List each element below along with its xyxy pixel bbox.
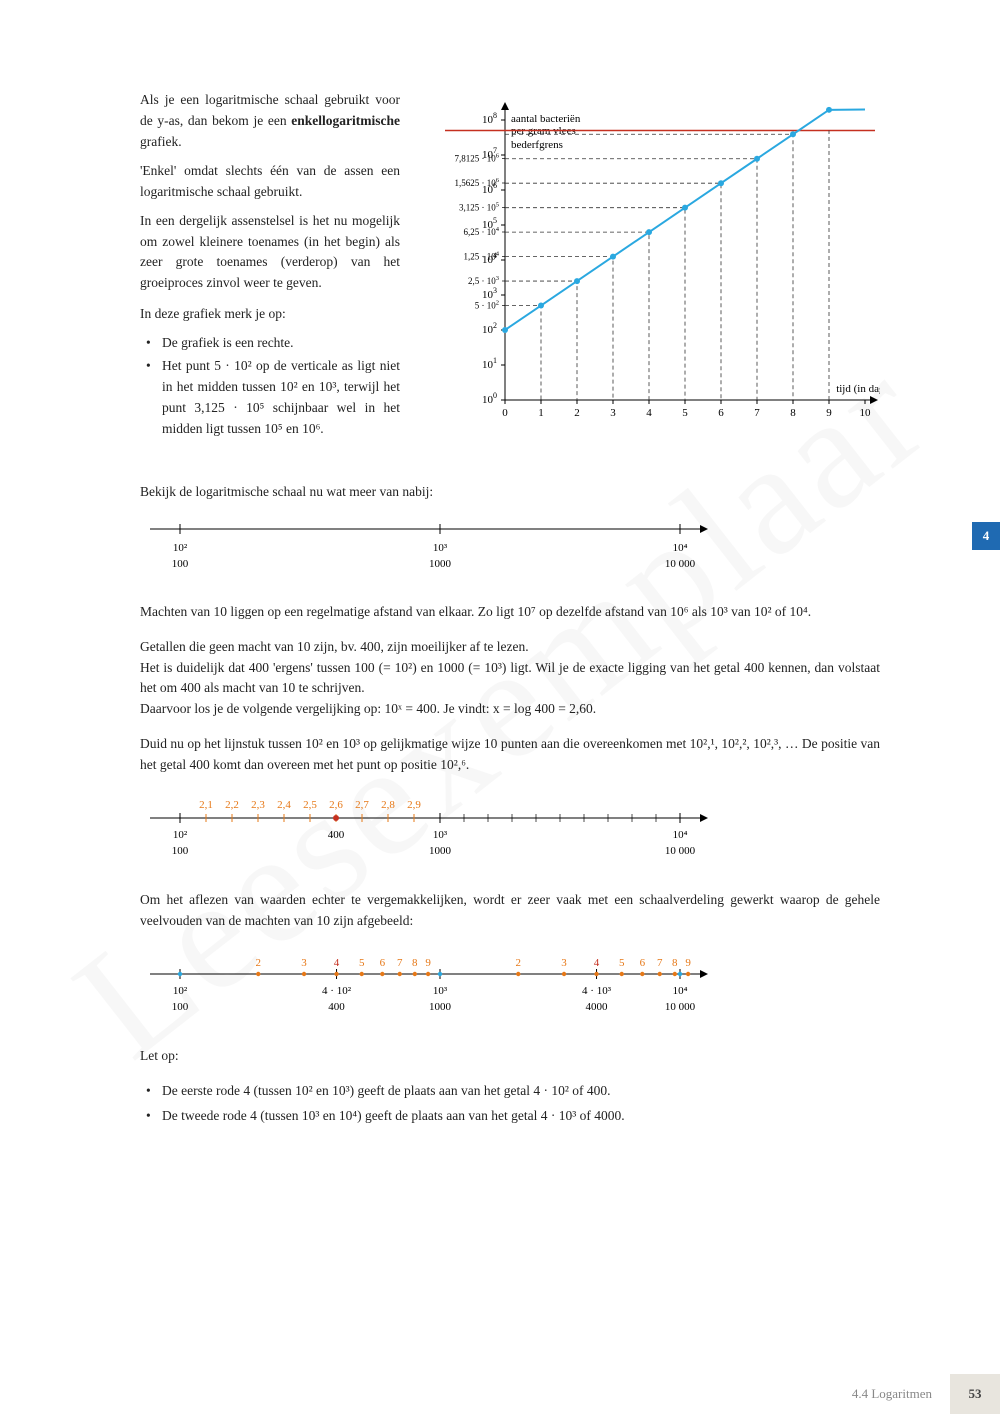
- svg-text:4: 4: [594, 957, 600, 969]
- svg-text:5 · 102: 5 · 102: [475, 300, 499, 311]
- svg-text:100: 100: [172, 1001, 189, 1013]
- intro-p2: 'Enkel' omdat slechts één van de assen e…: [140, 161, 400, 203]
- svg-text:6: 6: [640, 957, 646, 969]
- svg-text:6: 6: [718, 407, 724, 419]
- svg-text:3,125 · 105: 3,125 · 105: [459, 202, 499, 213]
- svg-text:108: 108: [482, 111, 497, 126]
- svg-text:1000: 1000: [429, 845, 452, 857]
- svg-text:7: 7: [657, 957, 663, 969]
- svg-text:5: 5: [359, 957, 365, 969]
- svg-text:2,4: 2,4: [277, 799, 291, 811]
- svg-text:10: 10: [860, 407, 872, 419]
- svg-text:8: 8: [672, 957, 678, 969]
- svg-text:4 · 10²: 4 · 10²: [322, 985, 352, 997]
- intro-p1b: enkellogaritmische: [291, 113, 400, 128]
- intro-text: Als je een logaritmische schaal gebruikt…: [140, 90, 400, 442]
- svg-text:9: 9: [685, 957, 691, 969]
- svg-text:100: 100: [172, 558, 189, 570]
- svg-text:10⁴: 10⁴: [673, 542, 688, 554]
- svg-text:10 000: 10 000: [665, 845, 696, 857]
- svg-text:100: 100: [482, 391, 497, 406]
- obs-title: In deze grafiek merk je op:: [140, 304, 400, 325]
- svg-text:10 000: 10 000: [665, 558, 696, 570]
- svg-text:102: 102: [482, 321, 497, 336]
- svg-text:7: 7: [754, 407, 760, 419]
- section1-intro: Bekijk de logaritmische schaal nu wat me…: [140, 482, 880, 503]
- svg-text:2,1: 2,1: [199, 799, 213, 811]
- svg-text:1000: 1000: [429, 558, 452, 570]
- chapter-tab: 4: [972, 522, 1000, 550]
- svg-text:7,8125 · 106: 7,8125 · 106: [455, 153, 500, 164]
- scale1: 10² 100 10³ 1000 10⁴ 10 000: [140, 517, 880, 584]
- obs-b1: De grafiek is een rechte.: [140, 333, 400, 354]
- svg-text:2,2: 2,2: [225, 799, 239, 811]
- svg-text:1: 1: [538, 407, 544, 419]
- svg-text:400: 400: [328, 1001, 345, 1013]
- para5: Om het aflezen van waarden echter te ver…: [140, 890, 880, 932]
- svg-text:400: 400: [328, 829, 345, 841]
- svg-text:5: 5: [682, 407, 688, 419]
- svg-text:2,3: 2,3: [251, 799, 265, 811]
- letop-b1: De eerste rode 4 (tussen 10² en 10³) gee…: [140, 1081, 880, 1102]
- intro-p3: In een dergelijk assenstelsel is het nu …: [140, 211, 400, 295]
- svg-text:101: 101: [482, 356, 497, 371]
- letop-title: Let op:: [140, 1046, 880, 1067]
- footer-section: 4.4 Logaritmen: [852, 1384, 950, 1404]
- svg-text:2,8: 2,8: [381, 799, 395, 811]
- svg-text:10³: 10³: [433, 542, 448, 554]
- para4: Duid nu op het lijnstuk tussen 10² en 10…: [140, 734, 880, 776]
- svg-text:3: 3: [610, 407, 616, 419]
- svg-text:2,6: 2,6: [329, 799, 343, 811]
- para3: Getallen die geen macht van 10 zijn, bv.…: [140, 637, 880, 721]
- svg-text:4000: 4000: [586, 1001, 609, 1013]
- svg-text:8: 8: [790, 407, 796, 419]
- svg-text:5: 5: [619, 957, 625, 969]
- svg-text:tijd (in dagen): tijd (in dagen): [836, 383, 880, 395]
- footer-page: 53: [950, 1374, 1000, 1414]
- svg-text:10²: 10²: [173, 829, 188, 841]
- svg-text:aantal bacteriën: aantal bacteriën: [511, 113, 581, 125]
- svg-text:1,25 · 104: 1,25 · 104: [464, 251, 500, 262]
- svg-text:2: 2: [516, 957, 522, 969]
- svg-text:10⁴: 10⁴: [673, 829, 688, 841]
- para2: Machten van 10 liggen op een regelmatige…: [140, 602, 880, 623]
- svg-text:1,5625 · 106: 1,5625 · 106: [455, 177, 500, 188]
- svg-text:7: 7: [397, 957, 403, 969]
- svg-text:4: 4: [334, 957, 340, 969]
- main-chart: 012345678910tijd (in dagen)1001011021031…: [420, 90, 880, 410]
- svg-text:2: 2: [256, 957, 262, 969]
- obs-b2: Het punt 5 · 10² op de verticale as ligt…: [140, 356, 400, 440]
- svg-text:6,25 · 104: 6,25 · 104: [464, 226, 500, 237]
- scale3: 10² 100 4 · 10² 400 10³ 1000 4 · 10³ 4000 10⁴ 10 …: [140, 946, 880, 1028]
- svg-text:10³: 10³: [433, 985, 448, 997]
- svg-text:10 000: 10 000: [665, 1001, 696, 1013]
- svg-text:2: 2: [574, 407, 580, 419]
- svg-text:2,9: 2,9: [407, 799, 421, 811]
- svg-text:9: 9: [826, 407, 832, 419]
- svg-text:4 · 10³: 4 · 10³: [582, 985, 612, 997]
- svg-text:9: 9: [425, 957, 431, 969]
- svg-text:4: 4: [646, 407, 652, 419]
- svg-text:10³: 10³: [433, 829, 448, 841]
- svg-text:103: 103: [482, 286, 497, 301]
- svg-text:10²: 10²: [173, 542, 188, 554]
- svg-text:3: 3: [561, 957, 567, 969]
- svg-text:bederfgrens: bederfgrens: [511, 139, 563, 151]
- svg-text:0: 0: [502, 407, 508, 419]
- intro-p1c: grafiek.: [140, 134, 182, 149]
- svg-text:1000: 1000: [429, 1001, 452, 1013]
- svg-text:2,7: 2,7: [355, 799, 369, 811]
- svg-text:8: 8: [412, 957, 418, 969]
- svg-text:2,5 · 103: 2,5 · 103: [468, 275, 499, 286]
- svg-text:3: 3: [301, 957, 307, 969]
- svg-text:100: 100: [172, 845, 189, 857]
- svg-text:10⁴: 10⁴: [673, 985, 688, 997]
- scale2: 10² 100 10³ 1000 10⁴ 10 000 2,1 2,2 2,3 2,4 2,5 2,6…: [140, 790, 880, 872]
- svg-text:10²: 10²: [173, 985, 188, 997]
- letop-b2: De tweede rode 4 (tussen 10³ en 10⁴) gee…: [140, 1106, 880, 1127]
- svg-text:2,5: 2,5: [303, 799, 317, 811]
- svg-text:6: 6: [380, 957, 386, 969]
- footer: 4.4 Logaritmen 53: [0, 1374, 1000, 1414]
